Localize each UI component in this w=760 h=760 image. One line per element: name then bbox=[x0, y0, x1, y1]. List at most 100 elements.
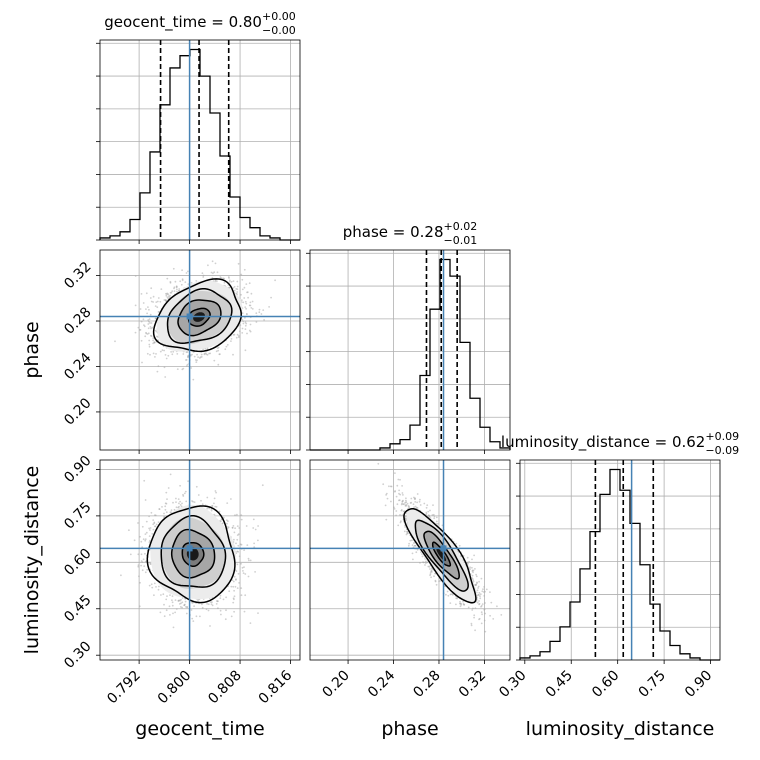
scatter-point bbox=[228, 281, 231, 283]
scatter-point bbox=[474, 629, 476, 632]
scatter-point bbox=[149, 563, 152, 565]
scatter-point bbox=[241, 312, 244, 315]
scatter-point bbox=[233, 333, 236, 336]
scatter-point bbox=[133, 539, 136, 542]
scatter-point bbox=[215, 350, 218, 353]
scatter-point bbox=[145, 308, 147, 310]
scatter-point bbox=[402, 494, 404, 496]
scatter-point bbox=[233, 610, 236, 613]
scatter-point bbox=[243, 566, 245, 568]
scatter-point bbox=[233, 289, 236, 292]
title-luminosity_distance: luminosity_distance = 0.62+0.09 −0.09 bbox=[501, 430, 739, 457]
scatter-point bbox=[242, 320, 245, 323]
scatter-point bbox=[222, 598, 225, 601]
scatter-point bbox=[182, 367, 185, 370]
scatter-point bbox=[219, 353, 221, 355]
scatter-point bbox=[169, 280, 172, 283]
scatter-point bbox=[410, 497, 413, 500]
scatter-point bbox=[236, 538, 239, 541]
density-fill bbox=[406, 508, 477, 603]
scatter-point bbox=[213, 359, 216, 362]
scatter-point bbox=[169, 614, 171, 616]
scatter-point bbox=[149, 353, 151, 356]
scatter-point bbox=[154, 329, 157, 332]
scatter-point bbox=[144, 538, 147, 540]
scatter-point bbox=[244, 306, 247, 308]
scatter-point bbox=[396, 503, 399, 506]
scatter-point bbox=[408, 505, 410, 508]
scatter-point bbox=[261, 484, 264, 487]
y-tick-label: 0.28 bbox=[61, 304, 94, 337]
scatter-point bbox=[438, 580, 440, 583]
scatter-point bbox=[429, 509, 431, 512]
scatter-point bbox=[479, 595, 481, 597]
scatter-point bbox=[176, 288, 178, 291]
scatter-point bbox=[154, 525, 157, 528]
scatter-point bbox=[433, 517, 436, 520]
scatter-point bbox=[431, 514, 434, 516]
scatter-point bbox=[153, 582, 156, 585]
scatter-point bbox=[396, 484, 399, 487]
scatter-point bbox=[409, 539, 412, 542]
scatter-point bbox=[211, 504, 214, 507]
scatter-point bbox=[177, 498, 180, 500]
scatter-point bbox=[160, 594, 162, 596]
scatter-point bbox=[469, 568, 471, 570]
scatter-point bbox=[166, 498, 168, 500]
scatter-point bbox=[237, 572, 240, 575]
scatter-point bbox=[242, 570, 244, 572]
scatter-point bbox=[447, 594, 450, 597]
scatter-point bbox=[149, 529, 151, 531]
scatter-point bbox=[470, 624, 473, 627]
scatter-point bbox=[164, 502, 167, 505]
scatter-point bbox=[401, 500, 404, 503]
scatter-point bbox=[395, 495, 398, 498]
scatter-point bbox=[399, 478, 401, 481]
scatter-point bbox=[401, 514, 404, 516]
scatter-point bbox=[167, 293, 170, 296]
scatter-point bbox=[181, 502, 183, 505]
scatter-point bbox=[195, 280, 198, 282]
scatter-point bbox=[249, 559, 252, 562]
scatter-point bbox=[216, 280, 218, 282]
scatter-point bbox=[479, 593, 482, 596]
scatter-point bbox=[146, 352, 149, 355]
scatter-point bbox=[210, 271, 213, 274]
contour-lines bbox=[146, 505, 236, 604]
scatter-point bbox=[459, 600, 461, 603]
scatter-point bbox=[230, 280, 233, 283]
title-value: 0.28 bbox=[410, 223, 443, 241]
scatter-point bbox=[179, 484, 182, 487]
scatter-point bbox=[240, 594, 243, 597]
scatter-point bbox=[234, 527, 237, 530]
scatter-point bbox=[172, 267, 175, 270]
scatter-point bbox=[398, 489, 400, 492]
scatter-point bbox=[236, 534, 239, 536]
scatter-point bbox=[419, 504, 422, 506]
scatter-point bbox=[213, 271, 216, 274]
scatter-point bbox=[240, 293, 242, 296]
scatter-point bbox=[484, 602, 486, 604]
scatter-point bbox=[114, 340, 116, 343]
scatter-point bbox=[218, 510, 221, 513]
scatter-point bbox=[155, 353, 157, 355]
scatter-point bbox=[220, 613, 222, 616]
scatter-point bbox=[210, 509, 213, 512]
scatter-point bbox=[480, 611, 483, 614]
scatter-point bbox=[163, 366, 166, 369]
scatter-point bbox=[179, 504, 182, 506]
scatter-point bbox=[245, 313, 248, 315]
y-tick-label: 0.90 bbox=[61, 453, 94, 486]
scatter-point bbox=[235, 336, 238, 339]
scatter-point bbox=[138, 329, 141, 331]
scatter-point bbox=[157, 297, 160, 299]
scatter-point bbox=[199, 356, 202, 358]
scatter-point bbox=[187, 480, 190, 483]
scatter-point bbox=[219, 597, 222, 599]
scatter-point bbox=[224, 348, 227, 351]
scatter-point bbox=[216, 600, 219, 602]
scatter-point bbox=[239, 543, 242, 546]
scatter-point bbox=[164, 354, 167, 356]
scatter-point bbox=[187, 283, 190, 285]
y-tick-label: 0.20 bbox=[61, 395, 94, 428]
